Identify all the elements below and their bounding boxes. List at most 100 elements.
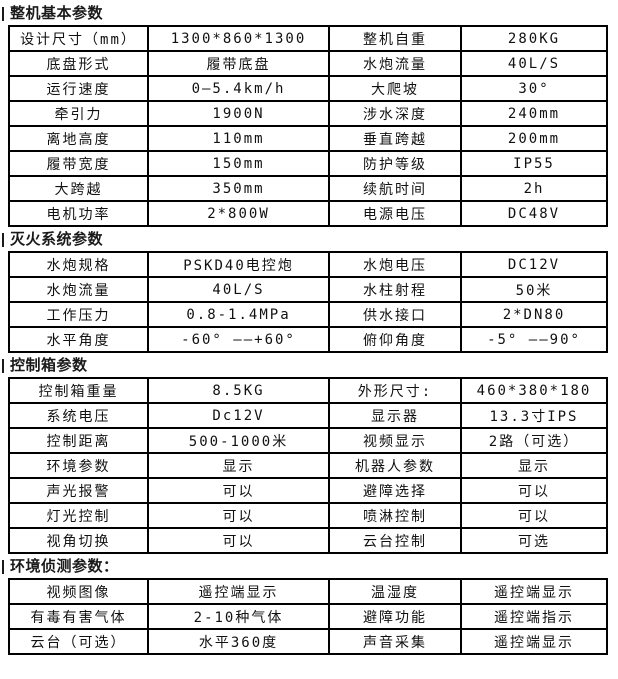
param-label-cell: 牵引力 xyxy=(8,100,149,127)
table-row: 视频图像 遥控端显示 温湿度 遥控端显示 xyxy=(8,578,608,605)
spec-table-body: 视频图像 遥控端显示 温湿度 遥控端显示 有毒有害气体 2-10种气体 避障功能 遥控端指示云… xyxy=(8,578,608,655)
param-label-cell: 声音采集 xyxy=(328,628,462,655)
param-value-cell: 240mm xyxy=(460,100,608,127)
table-row: 灯光控制 可以 喷淋控制 可以 xyxy=(8,502,608,529)
spec-section: 控制箱参数 控制箱重量 8.5KG 外形尺寸: 460*380*180 系统电压 Dc12… xyxy=(0,357,618,554)
param-label-cell: 控制距离 xyxy=(8,427,149,454)
param-label-cell: 垂直跨越 xyxy=(328,125,462,152)
param-label-cell: 设计尺寸（mm） xyxy=(8,25,149,52)
param-label-cell: 灯光控制 xyxy=(8,502,149,529)
spec-section: 环境侦测参数： 视频图像 遥控端显示 温湿度 遥控端显示 有毒有害气体 2-10种气体 避障… xyxy=(0,558,618,655)
section-marker-bar xyxy=(2,6,4,21)
param-value-cell: 30° xyxy=(460,75,608,102)
param-value-cell: 0.8-1.4MPa xyxy=(147,301,330,328)
param-value-cell: 1300*860*1300 xyxy=(147,25,330,52)
section-marker-bar xyxy=(2,358,4,373)
table-row: 水炮流量 40L/S 水柱射程 50米 xyxy=(8,276,608,303)
param-value-cell: 可以 xyxy=(460,477,608,504)
param-value-cell: 显示 xyxy=(147,452,330,479)
spec-section: 整机基本参数 设计尺寸（mm） 1300*860*1300 整机自重 280KG 底盘形… xyxy=(0,5,618,227)
param-value-cell: 可以 xyxy=(460,502,608,529)
section-header: 环境侦测参数： xyxy=(2,558,618,575)
table-row: 视角切换 可以 云台控制 可选 xyxy=(8,527,608,554)
param-label-cell: 工作压力 xyxy=(8,301,149,328)
section-marker-bar xyxy=(2,232,4,247)
table-row: 底盘形式 履带底盘 水炮流量 40L/S xyxy=(8,50,608,77)
param-label-cell: 机器人参数 xyxy=(328,452,462,479)
spec-table-body: 水炮规格 PSKD40电控炮 水炮电压 DC12V 水炮流量 40L/S 水柱射程 50米 工作… xyxy=(8,251,608,353)
table-row: 牵引力 1900N 涉水深度 240mm xyxy=(8,100,608,127)
param-value-cell: 2h xyxy=(460,175,608,202)
param-value-cell: DC48V xyxy=(460,200,608,227)
param-value-cell: 2-10种气体 xyxy=(147,603,330,630)
param-value-cell: 40L/S xyxy=(147,276,330,303)
table-row: 工作压力 0.8-1.4MPa 供水接口 2*DN80 xyxy=(8,301,608,328)
param-label-cell: 俯仰角度 xyxy=(328,326,462,353)
spec-sections-container: 整机基本参数 设计尺寸（mm） 1300*860*1300 整机自重 280KG 底盘形… xyxy=(0,5,618,655)
param-value-cell: 遥控端指示 xyxy=(460,603,608,630)
param-value-cell: 1900N xyxy=(147,100,330,127)
section-header: 灭火系统参数 xyxy=(2,231,618,248)
param-value-cell: 13.3寸IPS xyxy=(460,402,608,429)
table-row: 声光报警 可以 避障选择 可以 xyxy=(8,477,608,504)
param-label-cell: 环境参数 xyxy=(8,452,149,479)
spec-table: 控制箱重量 8.5KG 外形尺寸: 460*380*180 系统电压 Dc12V 显示器 13… xyxy=(8,377,608,554)
param-value-cell: 50米 xyxy=(460,276,608,303)
table-row: 大跨越 350mm 续航时间 2h xyxy=(8,175,608,202)
param-label-cell: 声光报警 xyxy=(8,477,149,504)
table-row: 云台（可选） 水平360度 声音采集 遥控端显示 xyxy=(8,628,608,655)
param-value-cell: 500-1000米 xyxy=(147,427,330,454)
table-row: 设计尺寸（mm） 1300*860*1300 整机自重 280KG xyxy=(8,25,608,52)
param-value-cell: 8.5KG xyxy=(147,377,330,404)
param-value-cell: 280KG xyxy=(460,25,608,52)
spec-table-body: 设计尺寸（mm） 1300*860*1300 整机自重 280KG 底盘形式 履带底盘 水炮… xyxy=(8,25,608,227)
param-value-cell: 40L/S xyxy=(460,50,608,77)
spec-table: 视频图像 遥控端显示 温湿度 遥控端显示 有毒有害气体 2-10种气体 避障功能 遥控端指示云… xyxy=(8,578,608,655)
param-value-cell: 可选 xyxy=(460,527,608,554)
param-label-cell: 温湿度 xyxy=(328,578,462,605)
param-value-cell: PSKD40电控炮 xyxy=(147,251,330,278)
param-value-cell: 遥控端显示 xyxy=(460,578,608,605)
param-value-cell: 遥控端显示 xyxy=(460,628,608,655)
param-value-cell: 2路（可选） xyxy=(460,427,608,454)
param-label-cell: 云台控制 xyxy=(328,527,462,554)
param-label-cell: 履带宽度 xyxy=(8,150,149,177)
param-value-cell: 0—5.4km/h xyxy=(147,75,330,102)
param-value-cell: 350mm xyxy=(147,175,330,202)
param-label-cell: 续航时间 xyxy=(328,175,462,202)
param-label-cell: 水柱射程 xyxy=(328,276,462,303)
table-row: 控制箱重量 8.5KG 外形尺寸: 460*380*180 xyxy=(8,377,608,404)
param-value-cell: -60° ——+60° xyxy=(147,326,330,353)
param-value-cell: 110mm xyxy=(147,125,330,152)
param-label-cell: 整机自重 xyxy=(328,25,462,52)
param-value-cell: 可以 xyxy=(147,502,330,529)
param-label-cell: 水炮电压 xyxy=(328,251,462,278)
table-row: 控制距离 500-1000米 视频显示 2路（可选） xyxy=(8,427,608,454)
param-label-cell: 视频显示 xyxy=(328,427,462,454)
table-row: 电机功率 2*800W 电源电压 DC48V xyxy=(8,200,608,227)
param-label-cell: 显示器 xyxy=(328,402,462,429)
param-label-cell: 有毒有害气体 xyxy=(8,603,149,630)
section-title: 环境侦测参数： xyxy=(10,558,119,575)
param-value-cell: 2*DN80 xyxy=(460,301,608,328)
param-label-cell: 避障选择 xyxy=(328,477,462,504)
param-label-cell: 涉水深度 xyxy=(328,100,462,127)
param-label-cell: 避障功能 xyxy=(328,603,462,630)
table-row: 水炮规格 PSKD40电控炮 水炮电压 DC12V xyxy=(8,251,608,278)
param-label-cell: 供水接口 xyxy=(328,301,462,328)
param-label-cell: 防护等级 xyxy=(328,150,462,177)
table-row: 离地高度 110mm 垂直跨越 200mm xyxy=(8,125,608,152)
param-value-cell: 可以 xyxy=(147,527,330,554)
table-row: 有毒有害气体 2-10种气体 避障功能 遥控端指示 xyxy=(8,603,608,630)
param-label-cell: 系统电压 xyxy=(8,402,149,429)
param-label-cell: 喷淋控制 xyxy=(328,502,462,529)
section-marker-bar xyxy=(2,559,4,574)
param-value-cell: 显示 xyxy=(460,452,608,479)
table-row: 系统电压 Dc12V 显示器 13.3寸IPS xyxy=(8,402,608,429)
param-label-cell: 电机功率 xyxy=(8,200,149,227)
param-label-cell: 视频图像 xyxy=(8,578,149,605)
param-label-cell: 底盘形式 xyxy=(8,50,149,77)
table-row: 水平角度 -60° ——+60° 俯仰角度 -5° ——90° xyxy=(8,326,608,353)
section-title: 整机基本参数 xyxy=(10,5,104,22)
param-value-cell: -5° ——90° xyxy=(460,326,608,353)
